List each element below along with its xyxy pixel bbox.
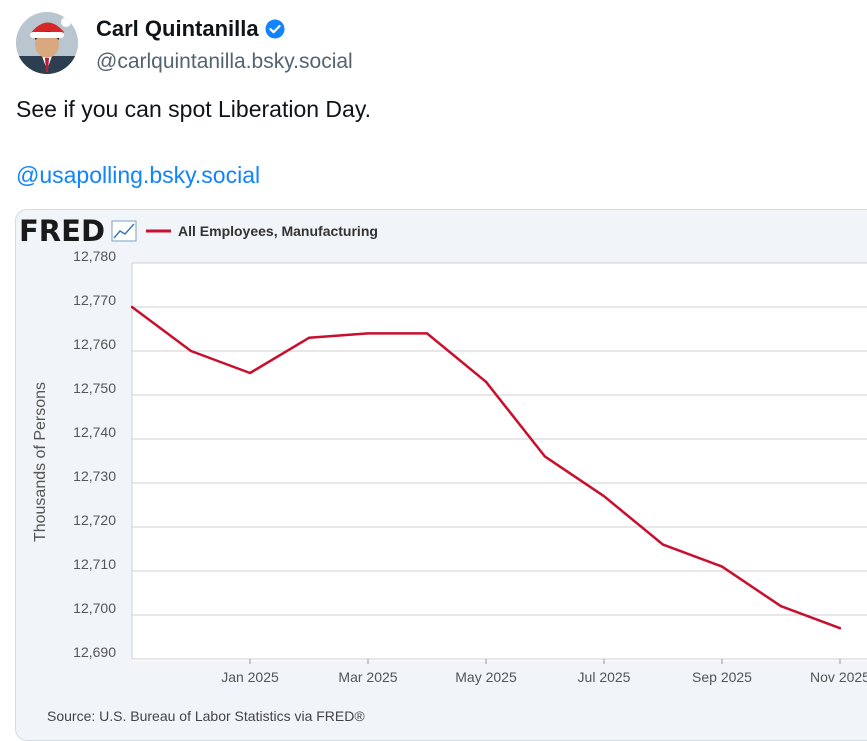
verified-badge-icon [265,19,285,39]
y-tick-label: 12,780 [73,248,116,264]
y-tick-label: 12,710 [73,556,116,572]
x-axis-ticks: Jan 2025 Mar 2025 May 2025 Jul 2025 Sep 2025… [221,659,867,685]
data-point [838,627,842,630]
data-point [130,305,134,309]
data-point [307,336,311,339]
y-tick-label: 12,760 [73,336,116,352]
data-point [779,605,783,608]
y-tick-label: 12,700 [73,600,116,616]
y-tick-label: 12,770 [73,292,116,308]
plot-area [132,263,867,661]
x-tick-label: Sep 2025 [692,669,752,685]
y-axis-ticks: 12,780 12,770 12,760 12,750 12,740 12,730 12,7… [73,248,116,660]
chart-source: Source: U.S. Bureau of Labor Statistics … [47,708,365,724]
x-tick-label: Nov 2025 [810,669,867,685]
mention-link[interactable]: @usapolling.bsky.social [16,162,261,188]
y-tick-label: 12,750 [73,380,116,396]
y-axis-label: Thousands of Persons [32,382,49,542]
y-tick-label: 12,690 [73,644,116,660]
data-point [543,455,547,458]
chart-header: FRED All Employees, Manufacturing [19,214,378,248]
avatar[interactable] [16,12,78,74]
y-tick-label: 12,720 [73,512,116,528]
embedded-chart-image[interactable]: FRED All Employees, Manufacturing 12,780… [15,209,867,741]
data-point [248,371,252,375]
y-tick-label: 12,740 [73,424,116,440]
author-handle[interactable]: @carlquintanilla.bsky.social [96,50,353,73]
fred-chart: FRED All Employees, Manufacturing 12,780… [19,214,867,724]
x-tick-label: Jul 2025 [578,669,631,685]
x-tick-label: Mar 2025 [338,669,397,685]
data-point [720,565,724,568]
series-line [130,305,842,630]
data-point [425,332,429,335]
data-point [366,332,370,335]
y-tick-label: 12,730 [73,468,116,484]
fred-logo: FRED [19,214,105,248]
author-name-row[interactable]: Carl Quintanilla [96,16,285,42]
grid-lines [131,262,867,660]
x-tick-label: Jan 2025 [221,669,279,685]
x-tick-label: May 2025 [455,669,517,685]
data-point [189,349,193,353]
data-point [661,543,665,546]
line-graph-icon [111,220,137,242]
data-point [602,495,606,498]
data-point [484,380,488,383]
avatar-image [16,12,78,74]
author-name[interactable]: Carl Quintanilla [96,16,259,41]
legend-label: All Employees, Manufacturing [178,223,378,239]
post-text: See if you can spot Liberation Day. [16,96,372,122]
